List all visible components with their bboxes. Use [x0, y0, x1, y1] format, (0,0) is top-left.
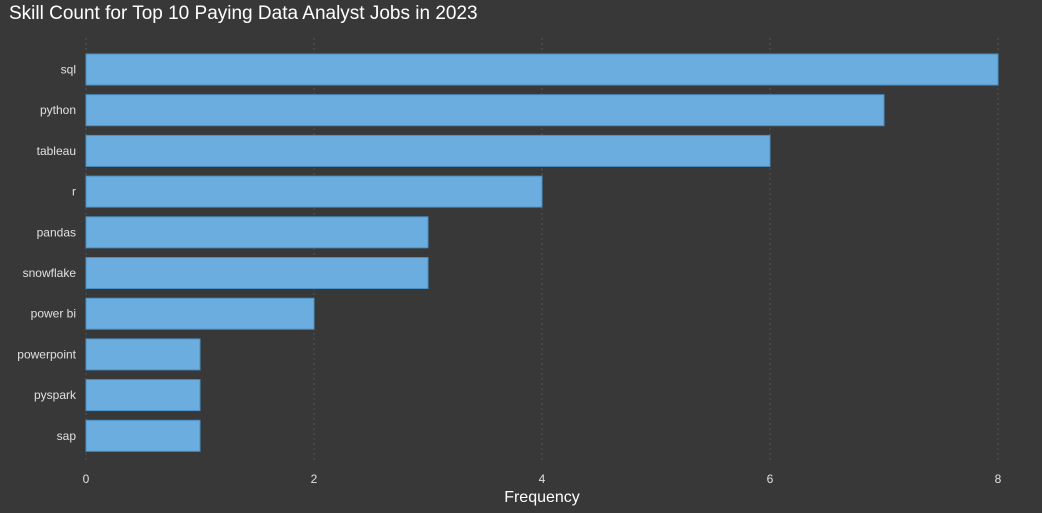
bar	[85, 379, 201, 412]
bar	[85, 94, 885, 127]
y-tick-label: sql	[61, 63, 76, 77]
x-tick-label: 0	[83, 472, 90, 486]
bar	[85, 134, 771, 167]
y-tick-label: python	[40, 103, 76, 117]
bar	[85, 338, 201, 371]
y-tick-labels: sql python tableau r pandas snowflake power bi…	[17, 63, 77, 443]
bar	[85, 257, 429, 289]
y-tick-label: r	[72, 185, 76, 199]
y-tick-label: pyspark	[34, 388, 77, 402]
bar	[85, 53, 999, 86]
y-tick-label: sap	[57, 429, 77, 443]
y-tick-label: tableau	[37, 144, 76, 158]
bar	[85, 419, 201, 452]
bar	[85, 175, 543, 208]
y-tick-label: power bi	[31, 307, 76, 321]
x-tick-labels: 0 2 4 6 8	[83, 472, 1002, 486]
chart-title: Skill Count for Top 10 Paying Data Analy…	[9, 3, 478, 24]
bars	[85, 53, 999, 452]
bar	[85, 216, 429, 249]
y-tick-label: pandas	[37, 225, 76, 239]
x-tick-label: 4	[539, 472, 546, 486]
y-tick-label: powerpoint	[17, 347, 76, 361]
x-tick-label: 8	[995, 472, 1002, 486]
y-tick-label: snowflake	[23, 266, 77, 280]
x-tick-label: 2	[311, 472, 318, 486]
bar	[85, 297, 315, 330]
x-axis-label: Frequency	[504, 489, 580, 506]
x-tick-label: 6	[767, 472, 774, 486]
